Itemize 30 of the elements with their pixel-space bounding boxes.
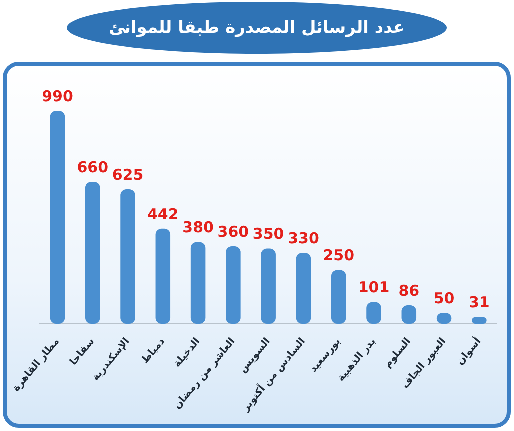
bar — [50, 111, 66, 324]
bar — [156, 228, 171, 324]
bar — [85, 182, 100, 324]
data-label: 380 — [182, 218, 214, 237]
x-tick-label: بورسعيد — [308, 336, 344, 375]
x-tick-label: السويس — [238, 336, 273, 376]
data-label: 360 — [218, 222, 250, 241]
x-tick-label: دمياط — [140, 336, 168, 366]
data-label: 86 — [398, 282, 420, 300]
bar — [120, 190, 136, 324]
bar — [296, 253, 312, 324]
data-label: 330 — [288, 229, 320, 248]
x-tick-label: سفاجا — [68, 336, 98, 368]
data-label: 990 — [42, 87, 74, 106]
data-label: 50 — [434, 290, 455, 308]
data-label: 31 — [468, 294, 490, 312]
bar — [261, 248, 276, 324]
data-label: 625 — [112, 166, 144, 184]
x-tick-label: الدخيلة — [172, 336, 203, 370]
bar — [190, 242, 206, 324]
x-tick-label: أسوان — [454, 335, 484, 368]
data-label: 350 — [252, 225, 284, 244]
bar — [226, 246, 241, 324]
data-label: 660 — [77, 158, 109, 176]
x-tick-label: مطار القاهرة — [11, 336, 62, 394]
chart-title: عدد الرسائل المصدرة طبقا للموانئ — [109, 18, 406, 38]
bar — [331, 270, 346, 324]
data-label: 101 — [358, 278, 390, 297]
data-label: 442 — [148, 205, 179, 224]
data-label: 250 — [323, 246, 355, 265]
